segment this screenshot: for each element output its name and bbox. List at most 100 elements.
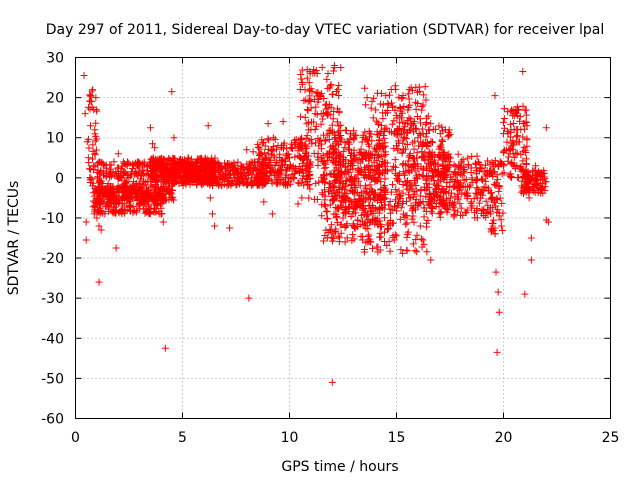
data-point [208, 210, 216, 218]
data-point [379, 169, 387, 177]
data-point [435, 210, 443, 218]
x-tick-label: 15 [388, 430, 406, 446]
plot-frame [75, 57, 611, 419]
data-point [335, 176, 343, 184]
data-point [366, 181, 374, 189]
data-point [388, 206, 396, 214]
data-point [446, 199, 454, 207]
data-point [328, 233, 336, 241]
data-point [157, 210, 165, 218]
data-point [218, 181, 226, 189]
data-point [343, 222, 351, 230]
data-point [132, 208, 140, 216]
data-point [118, 188, 126, 196]
data-point [399, 200, 407, 208]
data-point [396, 194, 404, 202]
data-point [189, 166, 197, 174]
data-point [378, 157, 386, 165]
data-point [500, 105, 508, 113]
data-point [416, 192, 424, 200]
data-point [495, 183, 503, 191]
data-point [392, 111, 400, 119]
data-point [500, 114, 508, 122]
data-point [118, 184, 125, 192]
data-point [346, 187, 354, 195]
data-point [329, 91, 337, 99]
data-point [151, 144, 159, 152]
data-point [215, 160, 223, 168]
data-point [374, 170, 382, 178]
data-point [344, 145, 352, 153]
data-point [279, 118, 287, 126]
data-point [113, 198, 121, 206]
data-point [423, 118, 431, 126]
data-point [92, 119, 100, 127]
data-point [397, 204, 405, 212]
data-point [151, 205, 159, 213]
data-point [459, 156, 467, 164]
data-point [397, 246, 405, 254]
data-point [405, 153, 413, 161]
data-point [371, 214, 379, 222]
data-point [527, 234, 535, 242]
data-point [377, 194, 385, 202]
data-point [152, 188, 160, 196]
data-point [155, 190, 163, 198]
data-point [519, 102, 527, 110]
data-point [494, 176, 502, 184]
data-point [369, 244, 377, 252]
data-point [509, 140, 517, 148]
data-point [491, 92, 499, 100]
data-point [376, 100, 384, 108]
data-point [467, 164, 475, 172]
data-point [362, 213, 370, 221]
data-point [421, 149, 429, 157]
data-point [385, 128, 393, 136]
y-tick-label: -30 [41, 291, 64, 307]
data-point [158, 154, 166, 162]
data-point [112, 192, 120, 200]
data-point [333, 212, 341, 220]
data-point [451, 183, 459, 191]
y-tick-label: -60 [41, 412, 64, 428]
data-point [414, 99, 422, 107]
data-point [104, 180, 112, 188]
data-point [276, 150, 284, 158]
data-point [410, 121, 418, 129]
data-point [393, 142, 400, 150]
data-point [446, 154, 454, 162]
data-point [213, 177, 221, 185]
data-point [261, 154, 269, 162]
data-point [492, 268, 500, 276]
data-point [179, 174, 187, 182]
data-point [96, 179, 104, 187]
y-tick-label: 0 [55, 171, 64, 187]
data-point [294, 200, 302, 208]
data-point [157, 168, 165, 176]
data-point [448, 175, 456, 183]
data-point [167, 188, 175, 196]
data-point [324, 156, 332, 164]
data-point [440, 187, 448, 195]
data-point [392, 85, 400, 93]
data-point [508, 142, 516, 150]
data-point [409, 139, 417, 147]
data-point [464, 189, 472, 197]
data-point [365, 201, 373, 209]
data-point [389, 233, 397, 241]
data-point [305, 181, 313, 189]
data-point [388, 219, 396, 227]
data-point [514, 106, 522, 114]
data-point [446, 162, 454, 170]
data-point [412, 83, 420, 91]
data-point [342, 168, 350, 176]
data-point [91, 137, 99, 145]
data-point [404, 90, 412, 98]
data-point [393, 207, 401, 215]
data-point [436, 153, 444, 161]
data-point [367, 150, 375, 158]
data-point [248, 170, 256, 178]
data-point [491, 224, 499, 232]
data-point [86, 176, 94, 184]
data-point [131, 193, 139, 201]
